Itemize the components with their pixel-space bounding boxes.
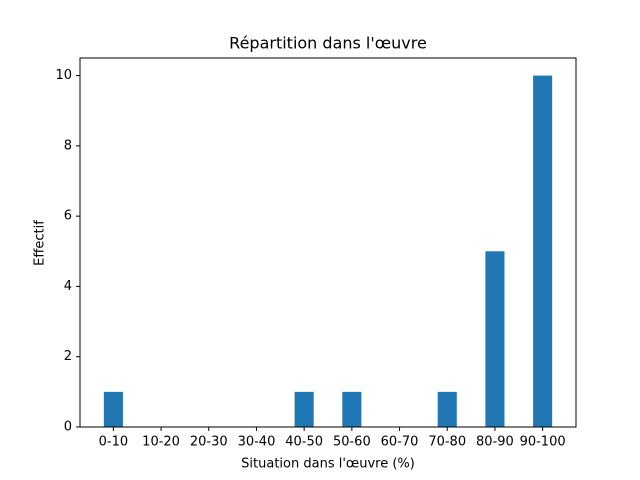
y-tick-label: 6 [64, 209, 72, 224]
y-tick-label: 8 [64, 138, 72, 153]
plot-frame [79, 57, 577, 428]
x-tick-label: 60-70 [381, 435, 419, 450]
bar [437, 391, 457, 427]
x-tick-label: 90-100 [520, 435, 566, 450]
y-tick-label: 4 [64, 279, 72, 294]
bar [294, 391, 314, 427]
bar [103, 391, 123, 427]
x-tick-label: 20-30 [190, 435, 228, 450]
x-axis-label: Situation dans l'œuvre (%) [241, 457, 415, 472]
chart-title: Répartition dans l'œuvre [229, 34, 427, 53]
y-axis-label: Effectif [33, 220, 48, 266]
x-tick-label: 40-50 [285, 435, 323, 450]
x-tick-label: 30-40 [238, 435, 276, 450]
x-tick-label: 0-10 [99, 435, 129, 450]
y-tick-label: 0 [64, 420, 72, 435]
y-tick-label: 2 [64, 349, 72, 364]
x-tick-label: 10-20 [142, 435, 180, 450]
bar [342, 391, 362, 427]
x-tick-label: 70-80 [428, 435, 466, 450]
bar [533, 75, 553, 428]
y-tick-label: 10 [55, 68, 72, 83]
bar [485, 251, 505, 427]
x-tick-label: 50-60 [333, 435, 371, 450]
x-tick-label: 80-90 [476, 435, 514, 450]
